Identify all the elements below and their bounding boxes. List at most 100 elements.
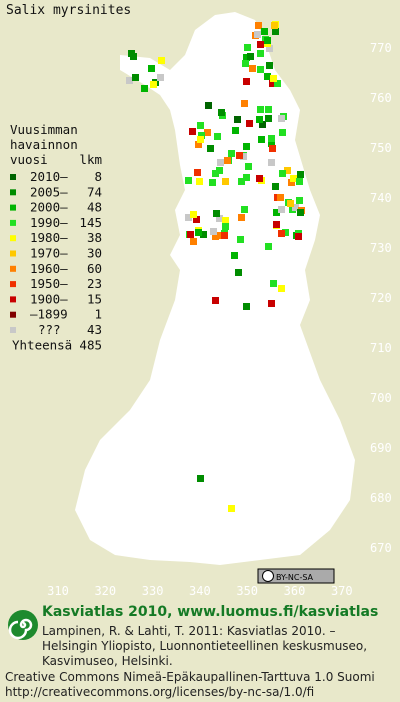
- citation-line: Helsingin Yliopisto, Luonnontieteellinen…: [42, 639, 368, 653]
- legend-swatch: [10, 174, 16, 180]
- observation-square: [243, 54, 250, 61]
- observation-square: [290, 175, 297, 182]
- legend-label: 1980–: [30, 230, 68, 245]
- license-line: http://creativecommons.org/licenses/by-n…: [5, 685, 315, 699]
- observation-square: [126, 77, 133, 84]
- observation-square: [235, 269, 242, 276]
- observation-square: [197, 122, 204, 129]
- observation-square: [269, 80, 276, 87]
- total-count: 485: [79, 337, 102, 352]
- y-label: 690: [370, 441, 392, 455]
- observation-square: [277, 194, 284, 201]
- observation-square: [282, 229, 289, 236]
- observation-square: [265, 243, 272, 250]
- observation-square: [217, 232, 224, 239]
- observation-square: [158, 57, 165, 64]
- legend-count: 15: [87, 291, 102, 306]
- observation-square: [264, 37, 271, 44]
- observation-square: [268, 140, 275, 147]
- license-line: Creative Commons Nimeä-Epäkaupallinen-Ta…: [5, 670, 375, 684]
- observation-squares: [126, 21, 305, 512]
- observation-square: [257, 50, 264, 57]
- observation-square: [238, 178, 245, 185]
- x-label: 340: [189, 584, 211, 598]
- observation-square: [264, 73, 271, 80]
- observation-square: [242, 60, 249, 67]
- y-label: 730: [370, 241, 392, 255]
- observation-square: [212, 170, 219, 177]
- observation-square: [257, 41, 264, 48]
- observation-square: [261, 28, 268, 35]
- y-label: 750: [370, 141, 392, 155]
- observation-square: [228, 150, 235, 157]
- y-label: 740: [370, 191, 392, 205]
- observation-square: [278, 230, 285, 237]
- citation-line: Lampinen, R. & Lahti, T. 2011: Kasviatla…: [42, 624, 336, 638]
- legend-label: 1970–: [30, 246, 68, 261]
- observation-square: [244, 44, 251, 51]
- citation: Lampinen, R. & Lahti, T. 2011: Kasviatla…: [42, 624, 367, 669]
- observation-square: [268, 159, 275, 166]
- observation-square: [217, 159, 224, 166]
- legend-label: 2005–: [30, 184, 68, 199]
- observation-square: [212, 233, 219, 240]
- observation-square: [194, 169, 201, 176]
- citation-line: Kasvimuseo, Helsinki.: [42, 654, 173, 668]
- observation-square: [287, 200, 294, 207]
- observation-square: [255, 22, 262, 29]
- observation-square: [228, 505, 235, 512]
- observation-square: [257, 106, 264, 113]
- observation-square: [190, 211, 197, 218]
- observation-square: [256, 175, 263, 182]
- observation-square: [222, 217, 229, 224]
- legend-swatch: [10, 265, 16, 272]
- legend-count: 38: [87, 230, 102, 245]
- y-label: 700: [370, 391, 392, 405]
- x-label: 350: [236, 584, 258, 598]
- observation-square: [205, 102, 212, 109]
- legend-count: 30: [87, 246, 102, 261]
- finland-outline: [75, 12, 355, 565]
- observation-square: [237, 236, 244, 243]
- observation-square: [190, 238, 197, 245]
- badge-text: BY-NC-SA: [276, 573, 314, 582]
- legend-label: ???: [38, 322, 61, 337]
- legend-heading: vuosi: [10, 152, 48, 167]
- observation-square: [288, 179, 295, 186]
- observation-square: [272, 28, 279, 35]
- legend-label: 1900–: [30, 291, 68, 306]
- observation-square: [245, 163, 252, 170]
- legend-label: 1950–: [30, 276, 68, 291]
- x-label: 310: [47, 584, 69, 598]
- observation-square: [265, 106, 272, 113]
- y-label: 770: [370, 41, 392, 55]
- y-label: 670: [370, 541, 392, 555]
- legend-count: 48: [87, 200, 102, 215]
- legend-swatch: [10, 189, 16, 196]
- observation-square: [221, 232, 228, 239]
- y-label: 760: [370, 91, 392, 105]
- footer-title: Kasviatlas 2010, www.luomus.fi/kasviatla…: [42, 604, 379, 620]
- observation-square: [274, 80, 281, 87]
- observation-square: [278, 115, 285, 122]
- legend-swatch: [10, 311, 16, 318]
- observation-square: [279, 170, 286, 177]
- observation-square: [278, 285, 285, 292]
- observation-square: [259, 121, 266, 128]
- legend-swatch: [10, 296, 16, 303]
- observation-square: [185, 177, 192, 184]
- observation-square: [249, 65, 256, 72]
- observation-square: [150, 81, 157, 88]
- observation-square: [132, 74, 139, 81]
- observation-square: [243, 78, 250, 85]
- observation-square: [187, 231, 194, 238]
- observation-square: [292, 204, 299, 211]
- observation-square: [257, 66, 264, 73]
- observation-square: [246, 120, 253, 127]
- observation-square: [216, 215, 223, 222]
- observation-square: [222, 178, 229, 185]
- x-label: 320: [94, 584, 116, 598]
- observation-square: [210, 228, 217, 235]
- x-label: 330: [142, 584, 164, 598]
- legend-label: 2010–: [30, 169, 68, 184]
